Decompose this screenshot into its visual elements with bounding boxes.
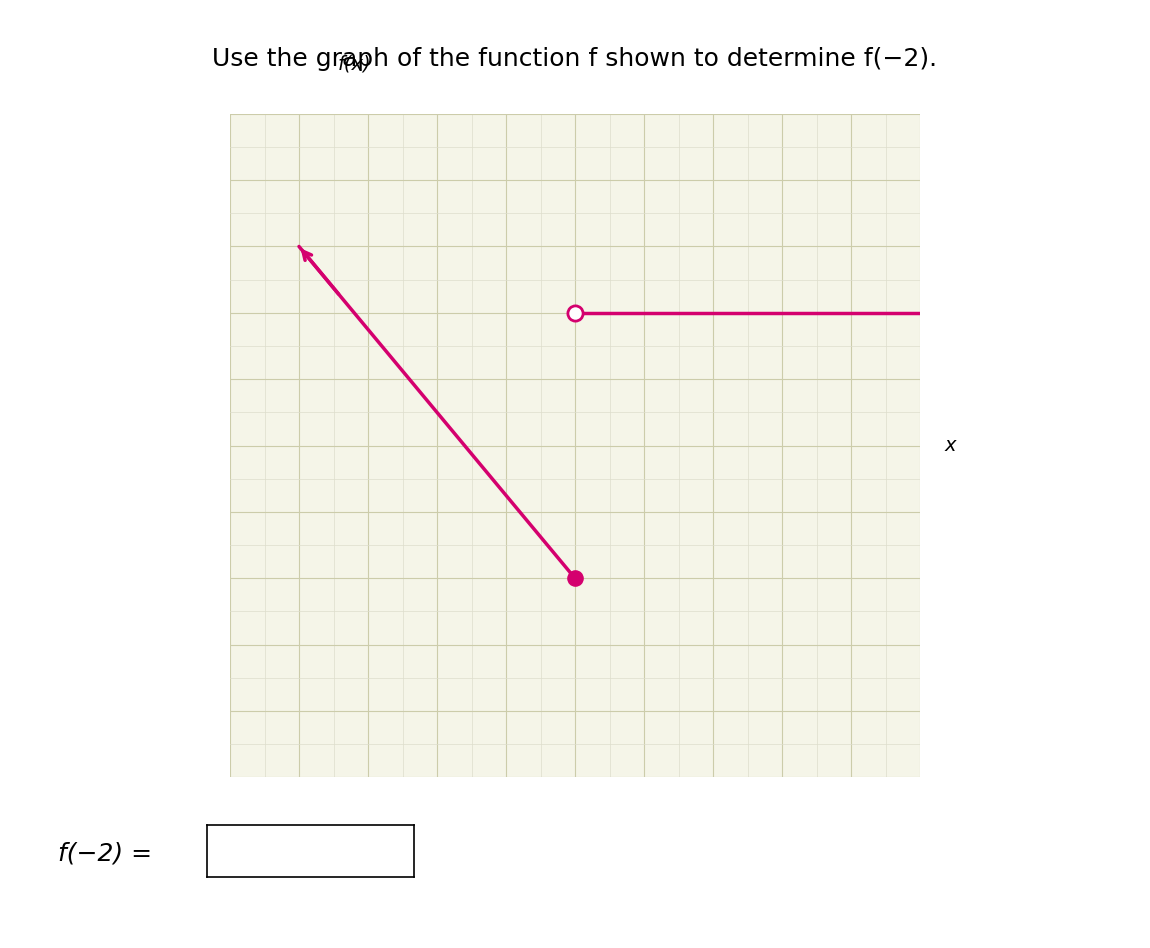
Text: f(x): f(x) xyxy=(337,55,371,74)
Point xyxy=(566,305,584,320)
Point xyxy=(566,571,584,586)
Text: f(−2) =: f(−2) = xyxy=(58,841,152,866)
Text: Use the graph of the function f shown to determine f(−2).: Use the graph of the function f shown to… xyxy=(213,47,937,71)
Text: x: x xyxy=(944,436,956,455)
